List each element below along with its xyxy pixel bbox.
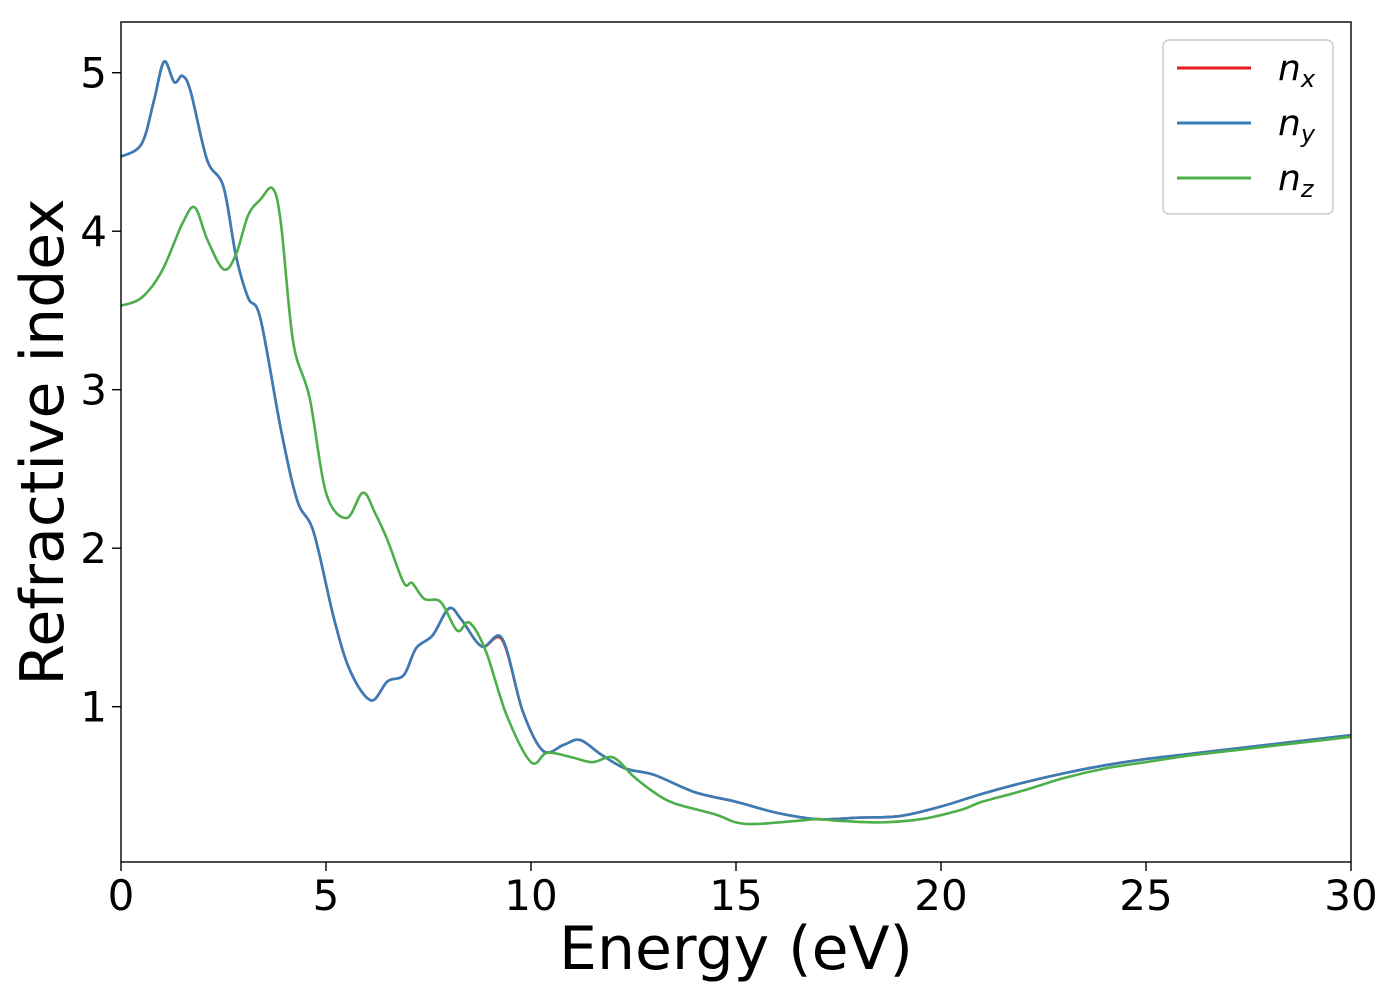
legend: nx ny nz [1162,39,1334,215]
y-tick-label: 5 [80,49,107,98]
x-tick-label: 25 [1119,871,1172,920]
x-axis-title: Energy (eV) [559,914,913,984]
legend-box [1162,39,1334,215]
x-tick-label: 20 [914,871,967,920]
x-tick-label: 0 [108,871,135,920]
y-tick-label: 1 [80,683,107,732]
x-tick-label: 10 [504,871,557,920]
legend-label-nz: nz [1278,158,1315,203]
y-tick-label: 4 [80,207,107,256]
series-line-nz [120,186,1352,826]
plot-area [121,22,1351,862]
legend-label-ny: ny [1278,103,1316,148]
x-axis-ticks: 0 5 10 15 20 25 30 [108,862,1378,920]
series-layer [120,60,1352,826]
y-tick-label: 3 [80,366,107,415]
legend-label-nx: nx [1278,48,1316,93]
x-tick-label: 15 [709,871,762,920]
y-tick-label: 2 [80,524,107,573]
x-tick-label: 5 [313,871,340,920]
y-axis-ticks: 1 2 3 4 5 [80,49,121,732]
x-tick-label: 30 [1324,871,1377,920]
y-axis-title: Refractive index [8,198,78,685]
